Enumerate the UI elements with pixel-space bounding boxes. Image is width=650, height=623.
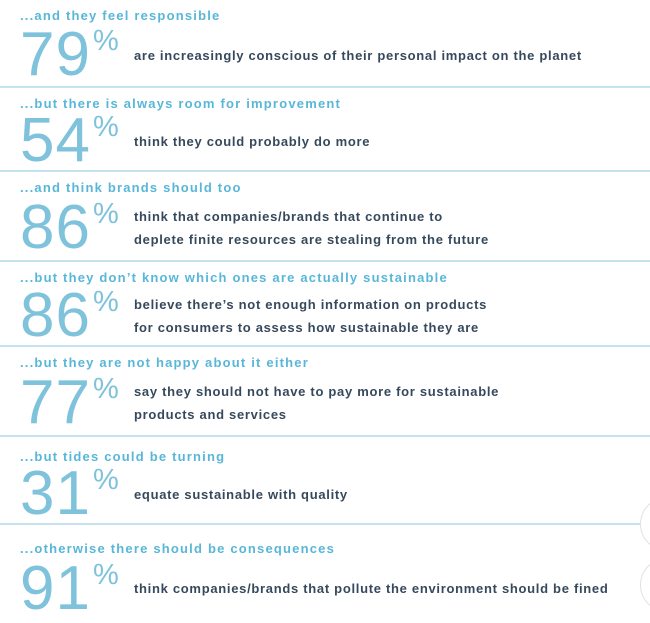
stat-percentage: 91% bbox=[20, 553, 126, 623]
stat-value: 54 bbox=[20, 106, 91, 176]
stat-heading: ...but they are not happy about it eithe… bbox=[20, 355, 309, 370]
percent-sign: % bbox=[92, 285, 119, 318]
stat-section: ...and think brands should too 86% think… bbox=[0, 172, 650, 262]
stat-row: 86% think that companies/brands that con… bbox=[20, 196, 650, 260]
stat-heading: ...but there is always room for improvem… bbox=[20, 96, 342, 111]
stat-section: ...but there is always room for improvem… bbox=[0, 88, 650, 172]
stat-row: 91% think companies/brands that pollute … bbox=[20, 557, 650, 620]
stat-value: 86 bbox=[20, 193, 91, 263]
stat-section: ...and they feel responsible 79% are inc… bbox=[0, 0, 650, 88]
stat-heading: ...and think brands should too bbox=[20, 180, 242, 195]
stat-row: 31% equate sustainable with quality bbox=[20, 459, 650, 529]
stat-value: 77 bbox=[20, 368, 91, 438]
stat-row: 77% say they should not have to pay more… bbox=[20, 371, 650, 435]
stat-section: ...but tides could be turning 31% equate… bbox=[0, 437, 650, 525]
percent-sign: % bbox=[92, 558, 119, 591]
stat-percentage: 86% bbox=[20, 280, 126, 350]
stat-description: say they should not have to pay more for… bbox=[134, 384, 500, 422]
percent-sign: % bbox=[92, 25, 119, 58]
stat-value: 86 bbox=[20, 280, 91, 350]
stat-description: think they could probably do more bbox=[134, 133, 371, 149]
stat-description: believe there’s not enough information o… bbox=[134, 296, 488, 335]
stat-percentage: 31% bbox=[20, 459, 126, 529]
stat-heading: ...otherwise there should be consequence… bbox=[20, 541, 336, 556]
stat-description: think companies/brands that pollute the … bbox=[134, 581, 609, 596]
stat-heading: ...but they don’t know which ones are ac… bbox=[20, 270, 448, 285]
stat-row: 79% are increasingly conscious of their … bbox=[20, 24, 650, 86]
stat-value: 79 bbox=[20, 20, 91, 90]
stat-value: 91 bbox=[20, 553, 91, 623]
stat-row: 54% think they could probably do more bbox=[20, 106, 650, 176]
percent-sign: % bbox=[92, 464, 119, 497]
stat-heading: ...but tides could be turning bbox=[20, 449, 226, 464]
stat-heading: ...and they feel responsible bbox=[20, 8, 221, 23]
stat-row: 86% believe there’s not enough informati… bbox=[20, 280, 650, 350]
stat-description: think that companies/brands that continu… bbox=[134, 209, 489, 247]
percent-sign: % bbox=[92, 198, 119, 231]
stat-value: 31 bbox=[20, 459, 91, 529]
stat-percentage: 77% bbox=[20, 368, 126, 438]
percent-sign: % bbox=[92, 373, 119, 406]
stat-description: equate sustainable with quality bbox=[134, 486, 348, 502]
percent-sign: % bbox=[92, 111, 119, 144]
stat-percentage: 79% bbox=[20, 20, 126, 90]
stat-section: ...but they are not happy about it eithe… bbox=[0, 347, 650, 437]
stat-percentage: 86% bbox=[20, 193, 126, 263]
stat-section: ...otherwise there should be consequence… bbox=[0, 525, 650, 620]
stat-description: are increasingly conscious of their pers… bbox=[134, 47, 582, 63]
stat-section: ...but they don’t know which ones are ac… bbox=[0, 262, 650, 347]
stat-percentage: 54% bbox=[20, 106, 126, 176]
